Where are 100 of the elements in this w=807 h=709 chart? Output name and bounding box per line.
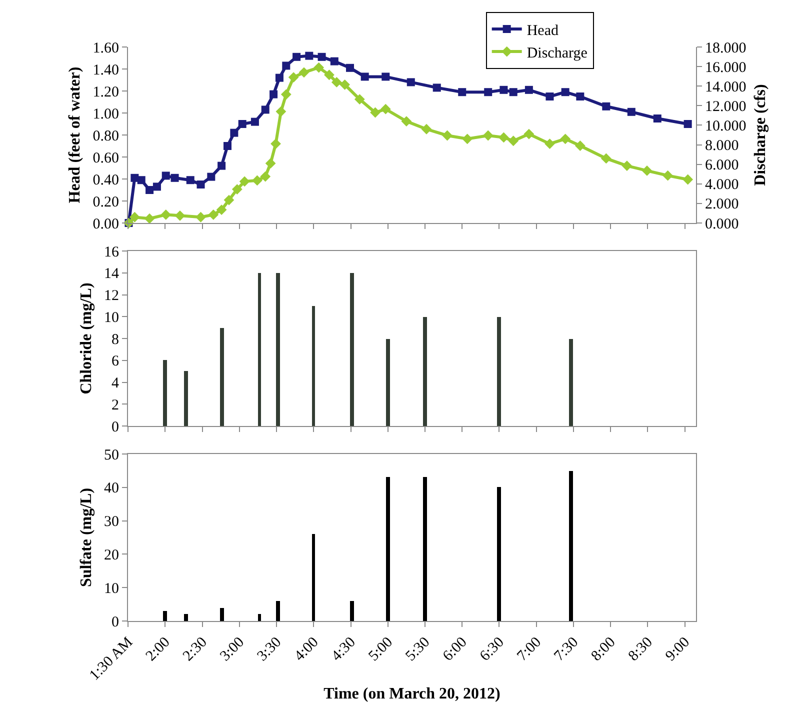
point <box>186 176 194 184</box>
point <box>442 130 452 141</box>
point <box>622 160 632 171</box>
point <box>432 84 441 92</box>
point <box>370 107 380 118</box>
bar <box>423 317 427 426</box>
point <box>152 182 161 191</box>
point <box>314 62 324 73</box>
point <box>261 106 270 114</box>
point <box>642 165 652 176</box>
point <box>292 52 301 61</box>
point <box>331 77 342 88</box>
point <box>288 72 299 83</box>
bar <box>350 601 354 621</box>
y-tick-label: 20 <box>104 547 119 564</box>
x-tick-label: 1:30 AM <box>86 634 136 684</box>
point <box>260 171 271 182</box>
point <box>524 128 534 140</box>
point <box>270 90 278 98</box>
point <box>170 174 179 182</box>
y-tick-label: 30 <box>104 514 119 530</box>
point <box>318 52 326 61</box>
point <box>223 142 232 150</box>
point <box>576 92 584 100</box>
point <box>380 104 391 114</box>
bar <box>386 339 390 426</box>
point <box>406 78 415 86</box>
point <box>508 136 519 146</box>
bar <box>163 360 167 426</box>
x-tick-label: 9:00 <box>662 634 693 664</box>
point <box>224 194 234 206</box>
legend-label: Discharge <box>526 45 588 62</box>
y-tick-label: 1.00 <box>92 106 119 122</box>
point <box>174 210 186 221</box>
bar <box>423 477 427 621</box>
x-tick-label: 7:30 <box>551 634 582 664</box>
point <box>653 114 662 122</box>
point <box>401 116 412 127</box>
y-tick-label: 0.20 <box>92 194 119 210</box>
x-tick-label: 4:00 <box>292 634 322 664</box>
y-tick-label: 8 <box>112 332 119 348</box>
point <box>627 108 636 116</box>
x-tick-label: 6:30 <box>477 634 508 664</box>
x-tick-label: 5:30 <box>402 634 434 664</box>
point <box>275 74 284 82</box>
bar <box>569 339 573 426</box>
point <box>130 174 139 182</box>
bar <box>497 487 501 621</box>
y2-tick-label: 8.000 <box>705 138 739 154</box>
y2-tick-label: 0.000 <box>705 216 739 232</box>
y-tick-label: 6 <box>112 354 120 370</box>
point <box>252 175 262 186</box>
x-axis-title: Time (on March 20, 2012) <box>324 685 500 702</box>
y-tick-label: 14 <box>104 266 120 282</box>
bar <box>276 273 280 426</box>
point <box>276 106 286 117</box>
point <box>462 134 473 144</box>
y2-tick-label: 14.000 <box>705 79 746 96</box>
y-tick-label: 0.00 <box>92 216 119 232</box>
point <box>196 180 205 188</box>
point <box>500 86 508 94</box>
point <box>602 102 610 110</box>
point <box>129 212 140 222</box>
point <box>561 88 570 96</box>
point <box>346 64 354 72</box>
bar <box>163 611 167 621</box>
y-tick-label: 12 <box>104 288 119 304</box>
point <box>524 86 533 94</box>
x-tick-label: 3:00 <box>217 634 248 664</box>
y-tick-label: 1.20 <box>92 84 119 100</box>
bar <box>258 273 261 426</box>
point <box>160 209 172 220</box>
bar <box>276 601 280 621</box>
bar <box>220 328 224 426</box>
point <box>230 128 238 137</box>
y-tick-label: 0.60 <box>92 150 119 166</box>
point <box>330 57 338 66</box>
point <box>305 52 314 60</box>
bar <box>386 477 390 621</box>
y-tick-label: 0 <box>112 419 119 436</box>
point <box>280 89 292 100</box>
point <box>162 172 170 180</box>
y-tick-label: 1.40 <box>92 62 119 78</box>
x-tick-label: 8:00 <box>588 634 619 664</box>
point <box>324 70 334 80</box>
bar <box>497 317 501 426</box>
y-tick-label: 10 <box>104 580 119 597</box>
x-tick-label: 4:30 <box>328 634 359 664</box>
bar <box>350 273 354 426</box>
point <box>546 92 554 100</box>
point <box>282 62 290 70</box>
x-tick-label: 3:30 <box>254 634 285 664</box>
point <box>360 72 369 81</box>
y-tick-label: 1.60 <box>92 40 119 56</box>
point <box>498 132 509 143</box>
point <box>684 120 692 128</box>
point <box>482 130 494 141</box>
y2-tick-label: 16.000 <box>705 60 746 76</box>
y-axis-title: Sulfate (mg/L) <box>78 488 95 588</box>
point <box>270 138 281 149</box>
